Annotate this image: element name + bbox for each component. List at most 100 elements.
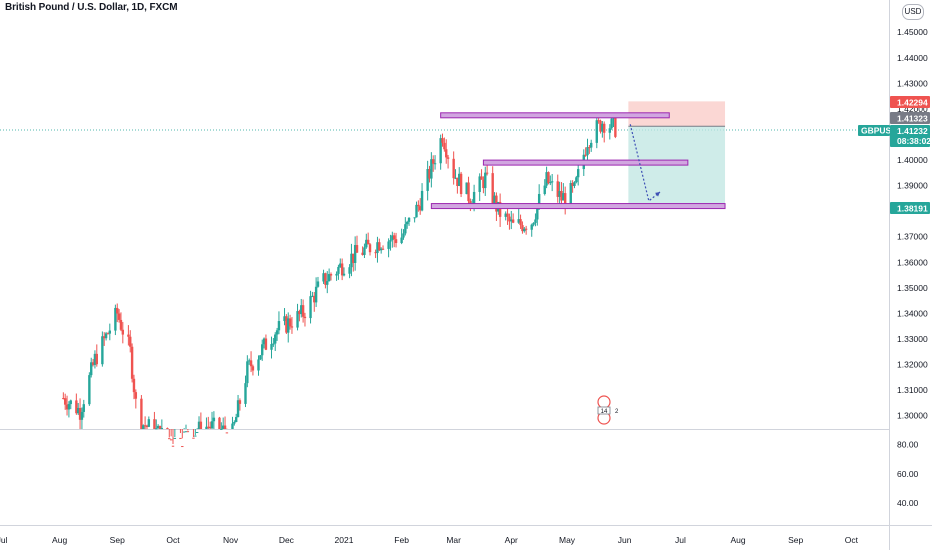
horizontal-level[interactable] xyxy=(482,159,689,166)
candle-body xyxy=(210,421,214,429)
candle-body xyxy=(379,248,383,251)
candle-body xyxy=(287,318,290,333)
candle-body xyxy=(456,177,459,186)
support-resistance-levels[interactable] xyxy=(430,112,726,210)
indicator-tick-label: 80.00 xyxy=(897,440,919,450)
time-tick-label: Jul xyxy=(675,535,686,545)
candle-body xyxy=(77,407,80,414)
candle-body xyxy=(88,375,91,405)
price-scale[interactable]: 1.450001.440001.430001.420001.410001.400… xyxy=(897,27,928,420)
candle-body xyxy=(314,286,318,303)
candle-body xyxy=(272,343,275,345)
take-profit-zone[interactable] xyxy=(628,126,726,207)
candle-body xyxy=(454,177,457,179)
candle-body xyxy=(246,361,249,384)
candle-body xyxy=(335,273,338,276)
candle-body xyxy=(171,445,175,447)
candle-body xyxy=(534,219,537,223)
candle-body xyxy=(498,201,502,217)
candle-body xyxy=(301,305,305,317)
horizontal-level[interactable] xyxy=(440,112,670,119)
target-price-tag: 1.38191 xyxy=(890,202,930,214)
candle-body xyxy=(560,191,563,201)
candle-body xyxy=(340,263,344,276)
event-icon[interactable]: 14 2 xyxy=(597,395,619,425)
candle-body xyxy=(524,228,528,230)
candle-body xyxy=(114,307,117,331)
time-scale[interactable]: Jul Aug Sep Oct Nov Dec 2021 Feb Mar Apr May Jun Jul… xyxy=(0,535,859,545)
candle-body xyxy=(478,176,481,192)
candle-body xyxy=(117,313,121,320)
candle-body xyxy=(207,426,210,428)
candle-body xyxy=(221,425,225,429)
candle-body xyxy=(259,355,262,360)
time-tick-label: Jul xyxy=(0,535,8,545)
candle-body xyxy=(484,172,487,189)
candle-body xyxy=(257,359,260,371)
candle-body xyxy=(248,360,251,362)
candle-body xyxy=(298,311,301,315)
price-tick-label: 1.43000 xyxy=(897,78,928,88)
candle-body xyxy=(392,235,396,240)
candle-body xyxy=(63,398,67,405)
candle-body xyxy=(143,425,147,427)
candle-body xyxy=(231,423,234,429)
event-icon-sub: 2 xyxy=(615,409,619,415)
price-tick-label: 1.37000 xyxy=(897,232,928,242)
candle-body xyxy=(288,318,292,327)
candle-body xyxy=(571,183,574,186)
candle-body xyxy=(140,398,143,429)
candle-body xyxy=(166,428,169,430)
candle-body xyxy=(428,168,431,179)
candle-body xyxy=(381,248,385,250)
currency-button[interactable]: USD xyxy=(902,4,924,20)
candle-body xyxy=(262,338,266,345)
current-symbol: GBPUSD xyxy=(861,126,897,136)
candle-body xyxy=(458,173,461,186)
candle-body xyxy=(181,446,184,448)
candle-body xyxy=(376,242,379,253)
candle-body xyxy=(127,334,130,337)
candle-body xyxy=(116,307,119,314)
candle-body xyxy=(75,400,78,414)
candle-body xyxy=(452,158,455,179)
candle-body xyxy=(342,273,346,276)
candle-body xyxy=(290,326,294,328)
candle-body xyxy=(504,213,507,217)
candle-body xyxy=(558,191,561,197)
candle-body xyxy=(316,281,320,287)
candle-body xyxy=(417,204,420,207)
candle-body xyxy=(420,190,424,211)
candle-body xyxy=(521,225,524,232)
candle-body xyxy=(517,219,520,223)
candle-body xyxy=(104,333,108,339)
candle-body xyxy=(134,392,138,399)
candle-body xyxy=(62,398,65,400)
projection-path[interactable] xyxy=(629,124,661,203)
horizontal-level[interactable] xyxy=(430,203,726,210)
candle-body xyxy=(249,360,253,367)
indicator-scale[interactable]: 80.00 60.00 40.00 xyxy=(897,440,919,508)
price-tick-label: 1.36000 xyxy=(897,257,928,267)
candle-body xyxy=(155,428,158,430)
candle-body xyxy=(101,336,104,365)
candle-body xyxy=(407,217,411,222)
time-tick-label: Nov xyxy=(223,535,239,545)
candle-body xyxy=(400,237,403,244)
candle-body xyxy=(69,400,72,405)
time-tick-label: May xyxy=(559,535,576,545)
candle-body xyxy=(355,245,359,253)
candle-body xyxy=(550,181,554,183)
candle-body xyxy=(106,333,110,335)
price-tick-label: 1.30000 xyxy=(897,411,928,421)
candle-body xyxy=(352,253,355,263)
candle-body xyxy=(467,182,470,202)
candle-body xyxy=(173,437,177,439)
candle-body xyxy=(576,169,580,178)
candle-body xyxy=(169,439,173,441)
candle-body xyxy=(108,330,112,334)
entry-price-tag: 1.41323 xyxy=(890,112,930,124)
candle-body xyxy=(156,425,160,429)
candle-body xyxy=(523,228,526,232)
